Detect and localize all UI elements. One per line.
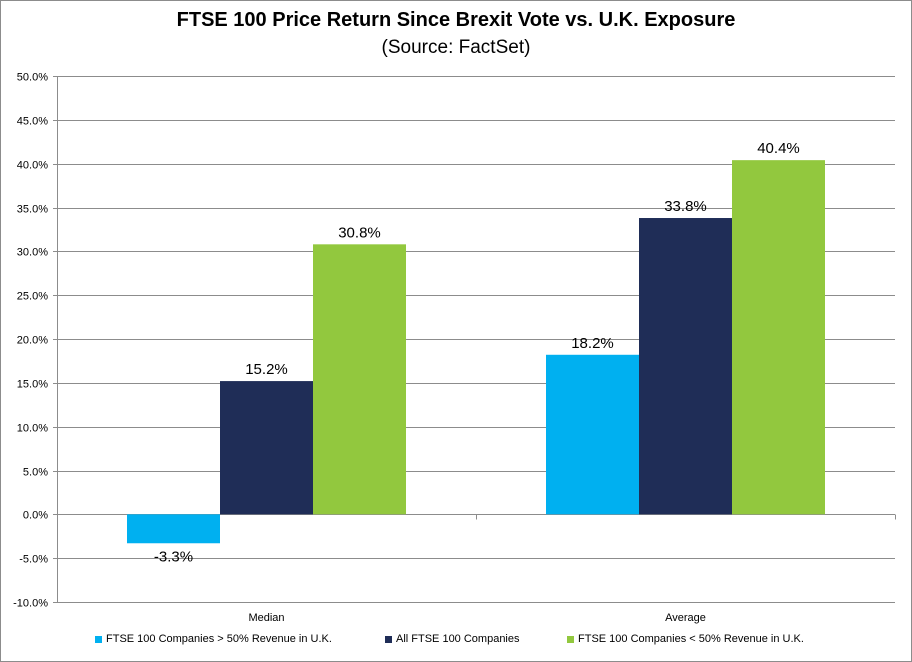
- y-tick-label: 40.0%: [17, 160, 48, 172]
- legend-item-gt50: FTSE 100 Companies > 50% Revenue in U.K.: [95, 633, 332, 645]
- y-tick-label: 20.0%: [17, 335, 48, 347]
- x-category-label: Average: [665, 612, 706, 624]
- legend: FTSE 100 Companies > 50% Revenue in U.K.…: [0, 633, 912, 651]
- data-label: 30.8%: [338, 224, 381, 241]
- bar-average-series-1: [639, 218, 732, 515]
- legend-label-lt50: FTSE 100 Companies < 50% Revenue in U.K.: [578, 633, 804, 645]
- x-category-label: Median: [248, 612, 284, 624]
- bar-median-series-0: [127, 514, 220, 544]
- bar-median-series-2: [313, 244, 406, 515]
- bar-average-series-0: [546, 354, 639, 515]
- data-label: 40.4%: [757, 140, 800, 157]
- y-tick-label: 15.0%: [17, 379, 48, 391]
- y-tick-label: 25.0%: [17, 291, 48, 303]
- chart-subtitle: (Source: FactSet): [381, 37, 531, 58]
- data-label: -3.3%: [154, 548, 193, 565]
- legend-label-all: All FTSE 100 Companies: [396, 633, 520, 645]
- y-tick-label: 50.0%: [17, 72, 48, 84]
- y-tick-label: 45.0%: [17, 116, 48, 128]
- y-tick-label: -5.0%: [19, 554, 48, 566]
- y-tick-label: 0.0%: [23, 510, 48, 522]
- bar-average-series-2: [732, 160, 825, 515]
- y-tick-label: 35.0%: [17, 204, 48, 216]
- legend-label-gt50: FTSE 100 Companies > 50% Revenue in U.K.: [106, 633, 332, 645]
- y-tick-label: 30.0%: [17, 247, 48, 259]
- y-tick-label: 5.0%: [23, 467, 48, 479]
- legend-item-lt50: FTSE 100 Companies < 50% Revenue in U.K.: [567, 633, 804, 645]
- y-tick-label: -10.0%: [13, 598, 48, 610]
- data-label: 15.2%: [245, 361, 288, 378]
- bar-median-series-1: [220, 381, 313, 515]
- data-label: 18.2%: [571, 335, 614, 352]
- legend-swatch-gt50: [95, 635, 102, 643]
- legend-item-all: All FTSE 100 Companies: [385, 633, 520, 645]
- legend-swatch-lt50: [567, 635, 574, 643]
- y-tick-label: 10.0%: [17, 423, 48, 435]
- chart-title: FTSE 100 Price Return Since Brexit Vote …: [176, 9, 736, 31]
- legend-swatch-all: [385, 635, 392, 643]
- data-label: 33.8%: [664, 198, 707, 215]
